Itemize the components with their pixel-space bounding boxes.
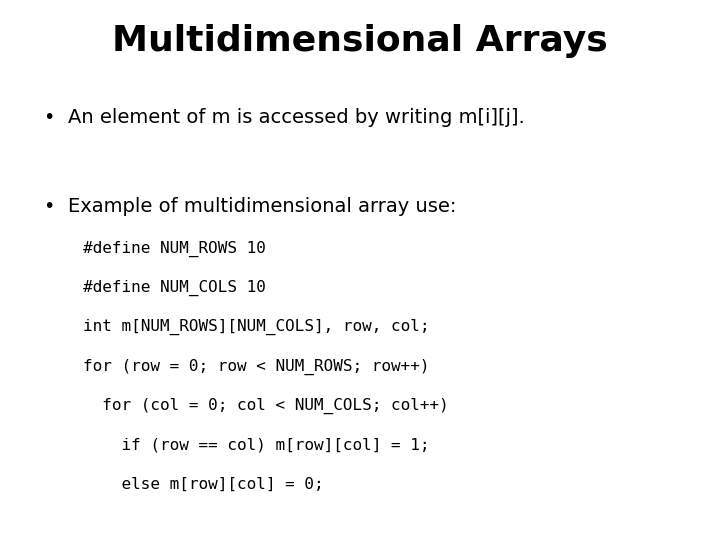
Text: Multidimensional Arrays: Multidimensional Arrays: [112, 24, 608, 58]
Text: int m[NUM_ROWS][NUM_COLS], row, col;: int m[NUM_ROWS][NUM_COLS], row, col;: [83, 319, 429, 335]
Text: #define NUM_ROWS 10: #define NUM_ROWS 10: [83, 240, 266, 256]
Text: #define NUM_COLS 10: #define NUM_COLS 10: [83, 280, 266, 296]
Text: An element of m is accessed by writing m[i][j].: An element of m is accessed by writing m…: [68, 108, 525, 127]
Text: Example of multidimensional array use:: Example of multidimensional array use:: [68, 197, 456, 216]
Text: for (col = 0; col < NUM_COLS; col++): for (col = 0; col < NUM_COLS; col++): [83, 398, 449, 414]
Text: else m[row][col] = 0;: else m[row][col] = 0;: [83, 477, 323, 492]
Text: for (row = 0; row < NUM_ROWS; row++): for (row = 0; row < NUM_ROWS; row++): [83, 359, 429, 375]
Text: •: •: [43, 197, 55, 216]
Text: if (row == col) m[row][col] = 1;: if (row == col) m[row][col] = 1;: [83, 437, 429, 453]
Text: •: •: [43, 108, 55, 127]
